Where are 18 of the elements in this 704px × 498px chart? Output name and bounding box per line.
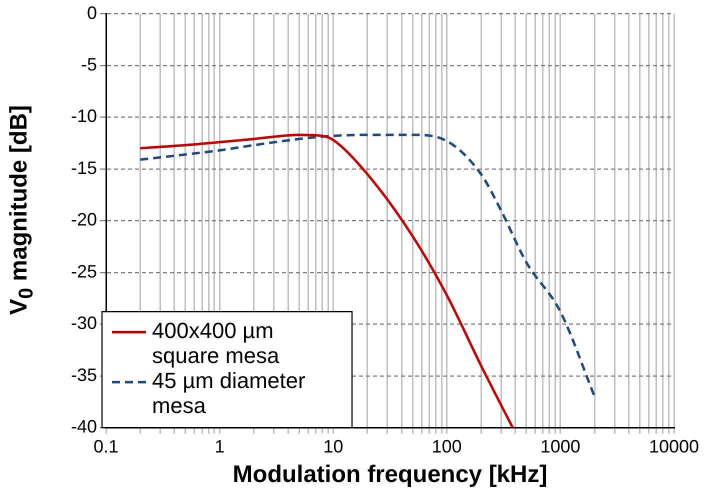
y-tick-label: -5 bbox=[81, 54, 98, 74]
x-tick-label: 100 bbox=[432, 436, 462, 456]
legend-label: 45 µm diameter mesa bbox=[152, 368, 306, 418]
legend-label: 400x400 µm square mesa bbox=[152, 318, 280, 368]
y-tick-label: -30 bbox=[71, 313, 98, 334]
y-tick-label: 0 bbox=[87, 2, 98, 23]
y-tick-label: -20 bbox=[71, 210, 98, 230]
y-tick-label: -35 bbox=[71, 364, 98, 385]
x-tick-label: 0.1 bbox=[94, 436, 119, 456]
x-tick-label: 10000 bbox=[648, 436, 700, 456]
x-tick-label: 1 bbox=[214, 436, 225, 456]
y-tick-label: -10 bbox=[71, 106, 98, 126]
y-tick-label: -15 bbox=[71, 158, 98, 178]
x-tick-label: 10 bbox=[323, 436, 344, 456]
x-axis-title: Modulation frequency [kHz] bbox=[232, 461, 548, 488]
x-tick-label: 1000 bbox=[540, 436, 580, 456]
y-tick-label: -25 bbox=[71, 261, 98, 282]
y-tick-label: -40 bbox=[71, 416, 98, 437]
